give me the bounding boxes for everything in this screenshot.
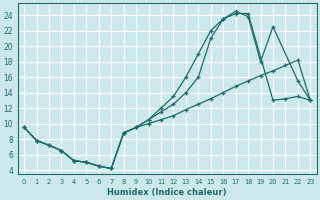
X-axis label: Humidex (Indice chaleur): Humidex (Indice chaleur) bbox=[108, 188, 227, 197]
